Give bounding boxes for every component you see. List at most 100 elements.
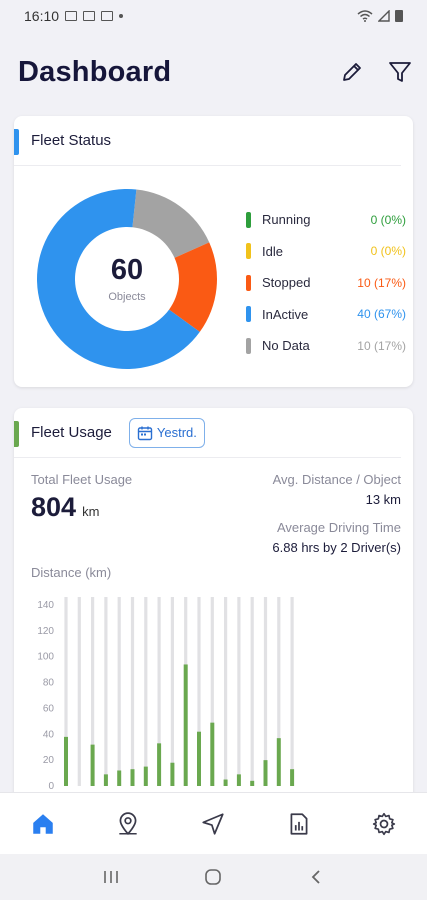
legend-item[interactable]: No Data 10 (17%) <box>246 330 406 362</box>
laptop-icon <box>101 11 114 21</box>
total-usage: 804 km <box>31 492 99 523</box>
y-tick-label: 140 <box>37 600 54 611</box>
location-icon <box>119 811 137 835</box>
nav-navigate[interactable] <box>185 799 241 849</box>
fleet-status-card: Fleet Status 60 Objects Running 0 (0%) Idl… <box>14 116 413 387</box>
donut-slice-no-data[interactable] <box>132 189 210 258</box>
recent-apps-button[interactable] <box>91 859 131 895</box>
bar[interactable] <box>90 744 95 786</box>
y-tick-label: 120 <box>37 626 54 637</box>
bar[interactable] <box>183 664 188 786</box>
fleet-status-legend: Running 0 (0%) Idle 0 (0%) Stopped 10 (17%) In… <box>246 204 406 362</box>
avg-distance-label: Avg. Distance / Object <box>272 472 401 487</box>
nav-settings[interactable] <box>356 799 412 849</box>
legend-name: InActive <box>262 306 309 322</box>
bar[interactable] <box>170 762 175 786</box>
bar-track <box>77 597 81 786</box>
bar-track <box>64 597 68 786</box>
edit-button[interactable] <box>339 59 365 85</box>
bar[interactable] <box>276 738 281 786</box>
legend-name: Idle <box>262 243 283 259</box>
bar[interactable] <box>103 774 108 786</box>
bar-track <box>91 597 95 786</box>
home-icon <box>32 813 53 834</box>
period-selector-button[interactable]: Yestrd. <box>128 417 205 448</box>
legend-item[interactable]: InActive 40 (67%) <box>246 299 406 331</box>
status-time: 16:10 <box>24 8 60 24</box>
bar[interactable] <box>250 780 255 786</box>
bar-track <box>104 597 108 786</box>
more-notifications-icon <box>119 14 124 18</box>
usage-stats: Avg. Distance / Object 13 km Average Dri… <box>272 472 401 555</box>
avg-driving-time-value: 6.88 hrs by 2 Driver(s) <box>272 540 401 555</box>
bar[interactable] <box>157 743 162 786</box>
chart-axis-label: Distance (km) <box>31 565 112 580</box>
report-icon <box>290 812 308 835</box>
header: Dashboard <box>18 52 413 92</box>
donut-total-label: Objects <box>108 290 146 303</box>
bar-track <box>144 597 148 786</box>
legend-item[interactable]: Idle 0 (0%) <box>246 236 406 268</box>
total-usage-value: 804 <box>31 492 77 522</box>
bar[interactable] <box>64 736 68 786</box>
y-tick-label: 40 <box>43 729 55 740</box>
fleet-usage-header: Fleet Usage Yestrd. <box>14 408 401 458</box>
donut-center: 60 Objects <box>36 188 218 370</box>
y-tick-label: 100 <box>37 652 54 663</box>
legend-name: Running <box>262 212 311 228</box>
bar[interactable] <box>130 769 135 786</box>
home-system-button[interactable] <box>193 859 233 895</box>
legend-swatch <box>246 243 251 260</box>
donut-chart <box>36 189 217 369</box>
distance-bar-chart[interactable]: 140 120 100 80 60 40 20 0 <box>14 588 413 808</box>
status-bar: 16:10 <box>0 0 427 32</box>
total-usage-label: Total Fleet Usage <box>31 472 133 487</box>
period-label: Yestrd. <box>156 425 197 440</box>
calendar-icon <box>137 426 153 440</box>
y-tick-label: 60 <box>43 703 55 714</box>
nav-home[interactable] <box>15 799 71 849</box>
bar[interactable] <box>290 769 295 786</box>
bar[interactable] <box>236 774 241 786</box>
nav-reports[interactable] <box>271 799 327 849</box>
bar-track <box>157 597 161 786</box>
navigate-icon <box>202 812 225 835</box>
legend-swatch <box>246 211 251 228</box>
bar[interactable] <box>117 770 122 786</box>
donut-slice-inactive[interactable] <box>36 189 200 369</box>
bar[interactable] <box>143 766 148 786</box>
fleet-status-header: Fleet Status <box>14 116 401 166</box>
legend-item[interactable]: Running 0 (0%) <box>246 204 406 236</box>
legend-swatch <box>246 337 251 354</box>
legend-item[interactable]: Stopped 10 (17%) <box>246 267 406 299</box>
legend-swatch <box>246 306 251 323</box>
back-button[interactable] <box>296 859 336 895</box>
filter-icon <box>389 62 411 82</box>
bar[interactable] <box>263 760 268 786</box>
y-tick-label: 0 <box>48 781 54 792</box>
card-accent <box>14 421 19 447</box>
bar[interactable] <box>210 722 215 786</box>
recent-apps-icon <box>104 871 118 883</box>
y-tick-label: 80 <box>43 678 55 689</box>
y-tick-label: 20 <box>43 755 55 766</box>
fleet-status-donut[interactable]: 60 Objects <box>36 188 218 370</box>
bar-track <box>277 597 281 786</box>
nav-map[interactable] <box>100 799 156 849</box>
donut-total: 60 <box>110 253 144 286</box>
image-icon <box>83 11 96 21</box>
bar-track <box>170 597 174 786</box>
legend-value: 0 (0%) <box>370 244 406 259</box>
legend-name: No Data <box>262 338 310 354</box>
fleet-usage-title: Fleet Usage <box>31 424 112 441</box>
filter-button[interactable] <box>387 59 413 85</box>
bar-track <box>197 597 201 786</box>
bar-track <box>130 597 135 786</box>
pencil-icon <box>343 63 361 81</box>
donut-slice-stopped[interactable] <box>169 242 217 332</box>
total-usage-unit: km <box>82 504 100 519</box>
bar[interactable] <box>197 731 201 786</box>
bar[interactable] <box>223 779 228 786</box>
battery-icon <box>395 10 403 22</box>
system-navigation-bar <box>0 854 427 900</box>
